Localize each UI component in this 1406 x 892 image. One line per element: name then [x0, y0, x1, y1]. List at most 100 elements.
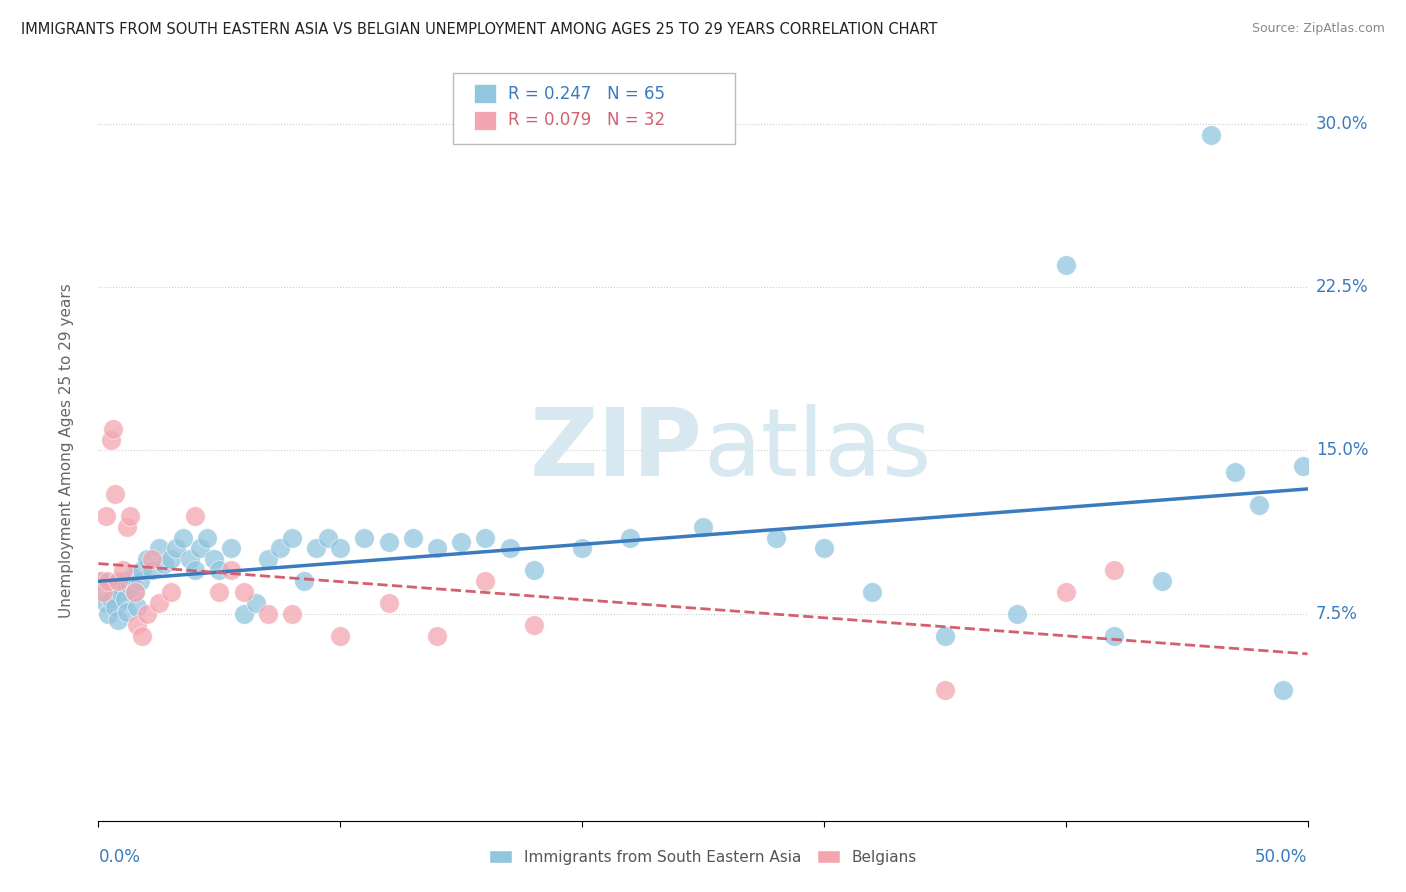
Belgians	[232, 585, 254, 599]
Belgians	[934, 683, 956, 698]
Belgians	[221, 563, 243, 577]
Immigrants from South Eastern Asia	[1152, 574, 1174, 588]
Immigrants from South Eastern Asia	[292, 574, 315, 588]
Immigrants from South Eastern Asia	[101, 578, 124, 592]
Immigrants from South Eastern Asia	[160, 552, 183, 566]
Immigrants from South Eastern Asia	[131, 563, 153, 577]
Immigrants from South Eastern Asia	[1272, 683, 1295, 698]
Belgians	[111, 563, 134, 577]
Text: 15.0%: 15.0%	[1316, 442, 1368, 459]
Immigrants from South Eastern Asia	[188, 541, 211, 556]
Immigrants from South Eastern Asia	[245, 596, 267, 610]
Belgians	[90, 574, 112, 588]
Immigrants from South Eastern Asia	[91, 574, 114, 588]
Belgians	[281, 607, 304, 621]
Immigrants from South Eastern Asia	[692, 519, 714, 533]
Belgians	[100, 433, 122, 447]
Immigrants from South Eastern Asia	[329, 541, 352, 556]
Immigrants from South Eastern Asia	[124, 585, 146, 599]
Belgians	[474, 574, 496, 588]
Immigrants from South Eastern Asia	[184, 563, 207, 577]
Immigrants from South Eastern Asia	[121, 570, 143, 584]
Immigrants from South Eastern Asia	[114, 591, 136, 606]
Belgians	[94, 508, 117, 523]
Belgians	[107, 574, 129, 588]
Immigrants from South Eastern Asia	[165, 541, 187, 556]
Belgians	[184, 508, 207, 523]
Immigrants from South Eastern Asia	[152, 557, 174, 571]
Text: IMMIGRANTS FROM SOUTH EASTERN ASIA VS BELGIAN UNEMPLOYMENT AMONG AGES 25 TO 29 Y: IMMIGRANTS FROM SOUTH EASTERN ASIA VS BE…	[21, 22, 938, 37]
Belgians	[135, 607, 157, 621]
Text: R = 0.079   N = 32: R = 0.079 N = 32	[508, 112, 665, 129]
Immigrants from South Eastern Asia	[107, 613, 129, 627]
Immigrants from South Eastern Asia	[117, 605, 139, 619]
Immigrants from South Eastern Asia	[221, 541, 243, 556]
Belgians	[329, 629, 352, 643]
Text: atlas: atlas	[703, 404, 931, 497]
Immigrants from South Eastern Asia	[128, 574, 150, 588]
Immigrants from South Eastern Asia	[127, 600, 149, 615]
Immigrants from South Eastern Asia	[571, 541, 593, 556]
Immigrants from South Eastern Asia	[195, 531, 218, 545]
Belgians	[256, 607, 278, 621]
Belgians	[523, 617, 546, 632]
Immigrants from South Eastern Asia	[450, 535, 472, 549]
Immigrants from South Eastern Asia	[619, 531, 641, 545]
Immigrants from South Eastern Asia	[1292, 458, 1315, 473]
Belgians	[1054, 585, 1077, 599]
Immigrants from South Eastern Asia	[765, 531, 787, 545]
Immigrants from South Eastern Asia	[111, 574, 134, 588]
Immigrants from South Eastern Asia	[316, 531, 339, 545]
Text: 30.0%: 30.0%	[1316, 115, 1368, 133]
Immigrants from South Eastern Asia	[148, 541, 170, 556]
Immigrants from South Eastern Asia	[1199, 128, 1222, 142]
Belgians	[131, 629, 153, 643]
Immigrants from South Eastern Asia	[94, 596, 117, 610]
Immigrants from South Eastern Asia	[208, 563, 231, 577]
Immigrants from South Eastern Asia	[204, 552, 226, 566]
Immigrants from South Eastern Asia	[104, 600, 127, 615]
Text: 50.0%: 50.0%	[1256, 848, 1308, 866]
Belgians	[1102, 563, 1125, 577]
Immigrants from South Eastern Asia	[281, 531, 304, 545]
Immigrants from South Eastern Asia	[1007, 607, 1029, 621]
Text: Source: ZipAtlas.com: Source: ZipAtlas.com	[1251, 22, 1385, 36]
Immigrants from South Eastern Asia	[97, 607, 120, 621]
Text: 0.0%: 0.0%	[98, 848, 141, 866]
Immigrants from South Eastern Asia	[474, 531, 496, 545]
Text: ZIP: ZIP	[530, 404, 703, 497]
Belgians	[426, 629, 449, 643]
Immigrants from South Eastern Asia	[426, 541, 449, 556]
Belgians	[101, 422, 124, 436]
Immigrants from South Eastern Asia	[232, 607, 254, 621]
Belgians	[97, 574, 120, 588]
Immigrants from South Eastern Asia	[1054, 259, 1077, 273]
Immigrants from South Eastern Asia	[353, 531, 375, 545]
Immigrants from South Eastern Asia	[377, 535, 399, 549]
Immigrants from South Eastern Asia	[118, 578, 141, 592]
Belgians	[124, 585, 146, 599]
Immigrants from South Eastern Asia	[256, 552, 278, 566]
Belgians	[377, 596, 399, 610]
Belgians	[118, 508, 141, 523]
Belgians	[148, 596, 170, 610]
Immigrants from South Eastern Asia	[90, 585, 112, 599]
Legend: Immigrants from South Eastern Asia, Belgians: Immigrants from South Eastern Asia, Belg…	[489, 850, 917, 865]
Immigrants from South Eastern Asia	[172, 531, 194, 545]
Immigrants from South Eastern Asia	[1223, 465, 1246, 479]
Belgians	[117, 519, 139, 533]
Immigrants from South Eastern Asia	[934, 629, 956, 643]
Belgians	[141, 552, 163, 566]
Y-axis label: Unemployment Among Ages 25 to 29 years: Unemployment Among Ages 25 to 29 years	[59, 283, 75, 618]
Belgians	[104, 487, 127, 501]
Text: 7.5%: 7.5%	[1316, 605, 1358, 623]
Immigrants from South Eastern Asia	[108, 585, 131, 599]
Immigrants from South Eastern Asia	[1249, 498, 1271, 512]
Immigrants from South Eastern Asia	[135, 552, 157, 566]
Immigrants from South Eastern Asia	[860, 585, 883, 599]
Immigrants from South Eastern Asia	[141, 563, 163, 577]
Immigrants from South Eastern Asia	[269, 541, 291, 556]
Immigrants from South Eastern Asia	[523, 563, 546, 577]
Belgians	[91, 585, 114, 599]
Text: 22.5%: 22.5%	[1316, 278, 1368, 296]
